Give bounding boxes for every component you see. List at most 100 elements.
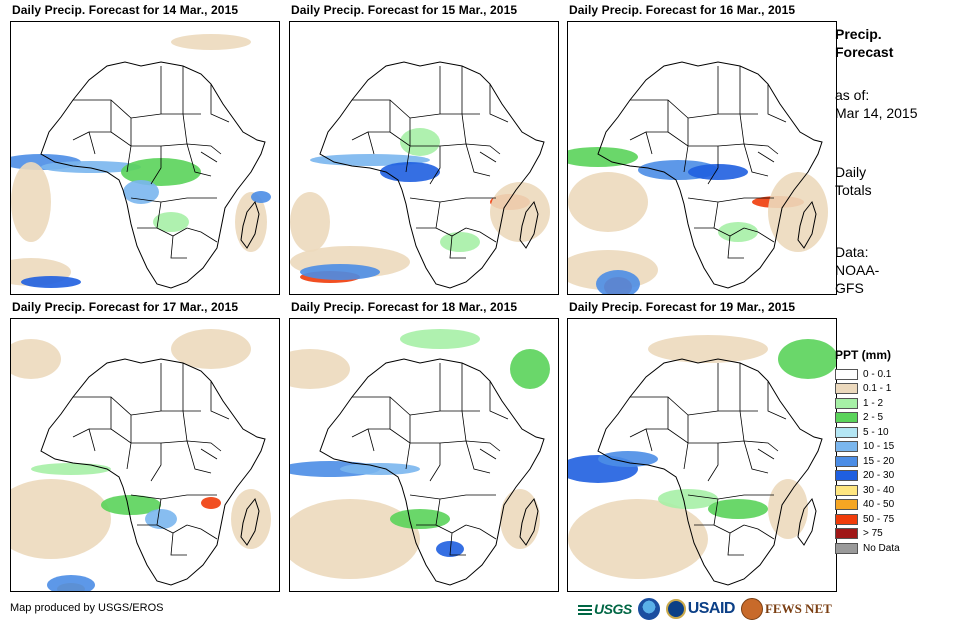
panel-title: Daily Precip. Forecast for 18 Mar., 2015 (291, 300, 518, 314)
forecast-panel-18-mar: Daily Precip. Forecast for 18 Mar., 2015 (289, 300, 559, 592)
usaid-logo: USAID (665, 599, 735, 619)
legend-label: 10 - 15 (863, 441, 895, 453)
legend-label: 20 - 30 (863, 470, 895, 482)
data-source-3: GFS (835, 280, 864, 296)
country-borders (629, 363, 787, 556)
data-source-2: NOAA- (835, 262, 880, 278)
legend-swatch (835, 455, 858, 467)
map-credit: Map produced by USGS/EROS (10, 602, 164, 614)
sidebar-heading-2: Forecast (835, 44, 894, 60)
legend-item: 30 - 40 (835, 483, 900, 498)
forecast-panel-19-mar: Daily Precip. Forecast for 19 Mar., 2015 (567, 300, 837, 592)
precip-layer (11, 34, 271, 288)
legend-label: 15 - 20 (863, 455, 895, 467)
precip-layer (290, 329, 550, 579)
forecast-panel-15-mar: Daily Precip. Forecast for 15 Mar., 2015 (289, 3, 559, 295)
asof-label: as of: (835, 87, 870, 103)
usgs-wave-icon (578, 603, 592, 615)
legend-item: 15 - 20 (835, 454, 900, 469)
legend-label: No Data (863, 542, 900, 554)
legend-swatch (835, 484, 858, 496)
africa-coastline (319, 61, 545, 289)
madagascar-coastline (519, 200, 539, 249)
legend-title: PPT (mm) (835, 348, 892, 362)
legend-label: 30 - 40 (863, 484, 895, 496)
precip-map (567, 21, 837, 295)
legend-swatch (835, 397, 858, 409)
agency-logos: USGS USAID FEWS NET (578, 596, 832, 622)
madagascar-coastline (240, 497, 260, 546)
legend-label: 2 - 5 (863, 412, 884, 424)
panel-title: Daily Precip. Forecast for 17 Mar., 2015 (12, 300, 239, 314)
data-source-1: Data: (835, 244, 869, 260)
precip-map (289, 318, 559, 592)
forecast-panel-14-mar: Daily Precip. Forecast for 14 Mar., 2015 (10, 3, 280, 295)
legend-item: 10 - 15 (835, 440, 900, 455)
legend-label: > 75 (863, 528, 883, 540)
usgs-logo: USGS (578, 601, 632, 617)
legend-label: 40 - 50 (863, 499, 895, 511)
precip-map (567, 318, 837, 592)
country-borders (351, 363, 509, 556)
forecast-panel-16-mar: Daily Precip. Forecast for 16 Mar., 2015 (567, 3, 837, 295)
panel-title: Daily Precip. Forecast for 16 Mar., 2015 (569, 3, 796, 17)
totals-line-1: Daily (835, 164, 867, 180)
legend-label: 50 - 75 (863, 513, 895, 525)
legend-item: 40 - 50 (835, 498, 900, 513)
madagascar-coastline (797, 200, 817, 249)
legend-item: No Data (835, 541, 900, 556)
panel-title: Daily Precip. Forecast for 14 Mar., 2015 (12, 3, 239, 17)
sidebar-heading-1: Precip. (835, 26, 882, 42)
legend-swatch (835, 368, 858, 380)
totals-line-2: Totals (835, 182, 872, 198)
usaid-seal-icon (665, 599, 686, 619)
legend-swatch (835, 441, 858, 453)
fews-globe-icon (740, 598, 763, 620)
legend-swatch (835, 542, 858, 554)
legend-swatch (835, 513, 858, 525)
legend-item: > 75 (835, 527, 900, 542)
africa-coastline (597, 358, 823, 586)
legend-item: 5 - 10 (835, 425, 900, 440)
legend-label: 5 - 10 (863, 426, 889, 438)
africa-coastline (40, 61, 266, 289)
asof-date: Mar 14, 2015 (835, 105, 918, 121)
madagascar-coastline (519, 497, 539, 546)
legend-swatch (835, 426, 858, 438)
precip-map (289, 21, 559, 295)
country-borders (351, 66, 509, 259)
africa-coastline (319, 358, 545, 586)
legend-swatch (835, 412, 858, 424)
precip-layer (290, 128, 550, 283)
fews-net-logo: FEWS NET (740, 598, 832, 620)
panel-title: Daily Precip. Forecast for 15 Mar., 2015 (291, 3, 518, 17)
legend: 0 - 0.1 0.1 - 1 1 - 2 2 - 5 5 - 10 10 - 15 15 … (835, 367, 900, 556)
precip-map (10, 21, 280, 295)
legend-item: 2 - 5 (835, 411, 900, 426)
legend-swatch (835, 499, 858, 511)
country-borders (72, 363, 230, 556)
country-borders (629, 66, 787, 259)
legend-label: 0 - 0.1 (863, 368, 892, 380)
africa-coastline (597, 61, 823, 289)
precip-map (10, 318, 280, 592)
legend-item: 1 - 2 (835, 396, 900, 411)
legend-label: 0.1 - 1 (863, 383, 892, 395)
precip-layer (568, 147, 828, 294)
legend-item: 0.1 - 1 (835, 382, 900, 397)
madagascar-coastline (240, 200, 260, 249)
legend-label: 1 - 2 (863, 397, 884, 409)
legend-item: 20 - 30 (835, 469, 900, 484)
noaa-logo (637, 598, 660, 620)
forecast-panel-17-mar: Daily Precip. Forecast for 17 Mar., 2015 (10, 300, 280, 592)
legend-swatch (835, 528, 858, 540)
legend-item: 50 - 75 (835, 512, 900, 527)
panel-title: Daily Precip. Forecast for 19 Mar., 2015 (569, 300, 796, 314)
legend-item: 0 - 0.1 (835, 367, 900, 382)
legend-swatch (835, 470, 858, 482)
africa-coastline (40, 358, 266, 586)
precip-layer (11, 329, 271, 591)
country-borders (72, 66, 230, 259)
legend-swatch (835, 383, 858, 395)
madagascar-coastline (797, 497, 817, 546)
